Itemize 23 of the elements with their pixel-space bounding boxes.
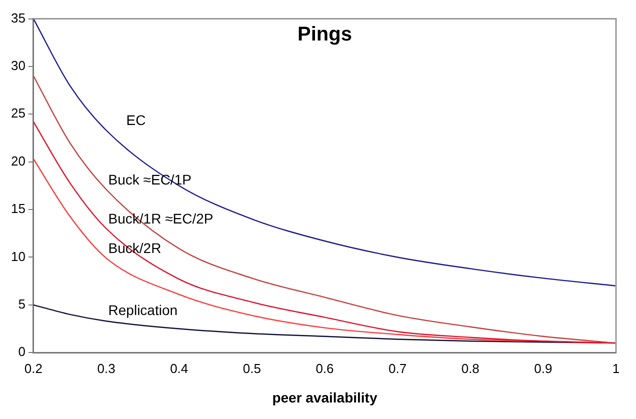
series-label: EC xyxy=(126,112,146,128)
x-tick-label: 0.2 xyxy=(24,360,42,376)
x-tick-label: 0.5 xyxy=(242,360,261,376)
line-series xyxy=(33,18,616,286)
y-tick-label: 20 xyxy=(10,153,26,168)
y-tick-label: 5 xyxy=(18,296,26,312)
x-tick-label: 0.4 xyxy=(170,360,188,376)
line-series xyxy=(33,75,616,344)
y-tick-label: 10 xyxy=(10,248,26,264)
x-tick-label: 0.9 xyxy=(534,360,552,376)
y-tick-label: 15 xyxy=(10,201,26,216)
y-tick-label: 0 xyxy=(18,344,26,360)
chart-title: Pings xyxy=(298,23,352,46)
series-label: Replication xyxy=(108,302,178,318)
x-tick-label: 0.6 xyxy=(316,360,334,376)
x-tick-label: 0.8 xyxy=(461,360,480,376)
y-tick-label: 35 xyxy=(10,10,26,26)
x-tick-label: 0.7 xyxy=(388,360,407,376)
x-tick-label: 1 xyxy=(612,360,620,376)
y-tick-label: 25 xyxy=(10,106,26,121)
x-axis-title: peer availability xyxy=(272,389,378,406)
y-tick-label: 30 xyxy=(10,58,26,74)
x-tick-label: 0.3 xyxy=(97,360,116,376)
